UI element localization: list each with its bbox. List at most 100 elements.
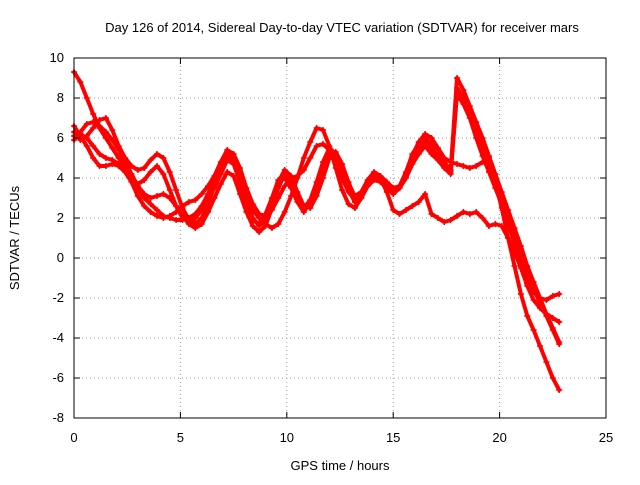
data-point [205,183,212,189]
data-point [396,185,403,191]
data-point [90,111,97,117]
data-point [217,171,224,177]
data-point [390,185,397,191]
data-point [128,175,135,181]
data-point [153,151,160,157]
data-point [166,213,173,219]
data-point [402,175,409,181]
data-point [224,151,231,157]
data-point [537,343,544,349]
data-point [498,201,505,207]
data-point [307,155,314,161]
data-point [115,161,122,167]
x-axis-label: GPS time / hours [291,458,390,473]
y-tick-label: -6 [52,370,64,385]
data-point [556,319,563,325]
y-tick-label: -2 [52,290,64,305]
data-point [160,215,167,221]
data-point [390,191,397,197]
data-point [192,221,199,227]
data-point [351,205,358,211]
data-point [300,155,307,161]
data-point [390,207,397,213]
data-point [173,187,180,193]
chart-title: Day 126 of 2014, Sidereal Day-to-day VTE… [105,20,579,35]
data-point [511,241,518,247]
data-point [454,91,461,97]
y-tick-label: 0 [57,250,64,265]
tick-layer: 0 5 10 15 20 25 -8 -6 -4 -2 0 2 4 6 8 10 [50,50,614,445]
data-point [236,179,243,185]
data-point [275,221,282,227]
data-point [96,123,103,129]
data-point [128,163,135,169]
data-point [332,149,339,155]
data-point [147,201,154,207]
data-point [549,327,556,333]
data-point [185,199,192,205]
data-point [83,121,90,127]
data-point [141,165,148,171]
data-point [313,125,320,131]
y-tick-label: 4 [57,170,64,185]
data-point [511,263,518,269]
y-tick-label: 6 [57,130,64,145]
plot-frame [73,57,607,419]
data-point [256,229,263,235]
data-point [422,143,429,149]
data-point [454,161,461,167]
data-point [549,375,556,381]
data-point [549,315,556,321]
data-point [262,211,269,217]
data-point [537,295,544,301]
data-point [396,211,403,217]
data-point [300,209,307,215]
data-point [454,213,461,219]
data-point [211,185,218,191]
data-point [134,181,141,187]
data-point [179,215,186,221]
data-point [549,293,556,299]
data-point [102,155,109,161]
data-point [556,387,563,393]
data-point [115,143,122,149]
data-point [160,155,167,161]
data-point [224,169,231,175]
data-point [102,163,109,169]
data-point [83,143,90,149]
data-point [434,215,441,221]
data-point [288,185,295,191]
data-point [256,221,263,227]
x-tick-label: 20 [492,430,506,445]
data-point [230,155,237,161]
data-point [173,217,180,223]
data-point [498,223,505,229]
data-point [460,87,467,93]
data-point [281,183,288,189]
data-point [517,291,524,297]
data-point [485,169,492,175]
data-point [268,195,275,201]
y-tick-label: 10 [50,50,64,65]
data-point [319,167,326,173]
data-point [281,167,288,173]
data-point [473,135,480,141]
data-point [530,297,537,303]
data-point [402,207,409,213]
data-point [319,127,326,133]
data-point [428,135,435,141]
data-point [460,101,467,107]
data-point [383,179,390,185]
data-point [300,167,307,173]
data-point [153,213,160,219]
data-point [345,179,352,185]
data-point [492,221,499,227]
data-point [96,117,103,123]
data-point [122,155,129,161]
data-point [147,195,154,201]
data-point [122,167,129,173]
data-point [141,203,148,209]
data-point [543,359,550,365]
data-point [147,157,154,163]
data-point [262,223,269,229]
